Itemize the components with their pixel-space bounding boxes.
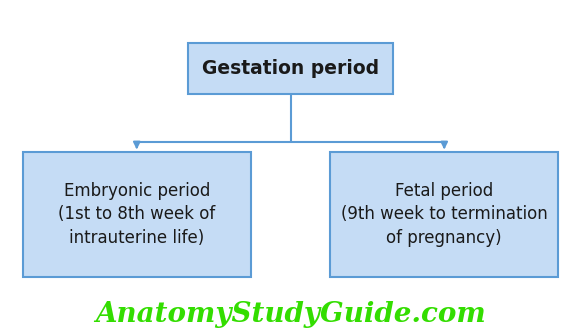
Text: Embryonic period
(1st to 8th week of
intrauterine life): Embryonic period (1st to 8th week of int… (58, 182, 216, 247)
FancyBboxPatch shape (23, 152, 250, 277)
Text: AnatomyStudyGuide.com: AnatomyStudyGuide.com (95, 301, 486, 328)
FancyBboxPatch shape (188, 43, 393, 94)
FancyBboxPatch shape (331, 152, 558, 277)
Text: Gestation period: Gestation period (202, 59, 379, 78)
Text: Fetal period
(9th week to termination
of pregnancy): Fetal period (9th week to termination of… (341, 182, 548, 247)
